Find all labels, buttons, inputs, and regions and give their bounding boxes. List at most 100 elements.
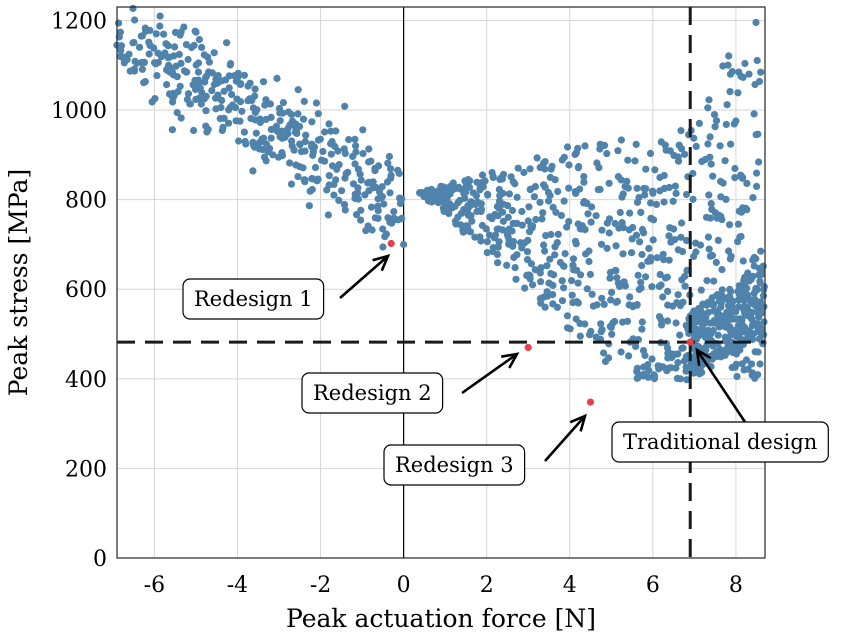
sample-point	[650, 216, 658, 224]
sample-point	[359, 150, 367, 158]
sample-point	[664, 301, 672, 309]
sample-point	[495, 185, 503, 194]
sample-point	[544, 292, 552, 300]
sample-point	[378, 183, 386, 191]
sample-point	[723, 101, 731, 109]
sample-point	[267, 134, 275, 142]
sample-point	[744, 365, 752, 373]
sample-point	[276, 133, 284, 141]
sample-point	[541, 183, 549, 191]
sample-point	[165, 90, 174, 98]
sample-point	[352, 142, 360, 150]
sample-point	[533, 154, 541, 162]
sample-point	[296, 140, 304, 148]
sample-point	[753, 56, 761, 65]
sample-point	[625, 352, 633, 360]
sample-point	[753, 169, 761, 177]
sample-point	[624, 184, 632, 192]
sample-point	[644, 257, 652, 265]
sample-point	[612, 298, 620, 306]
sample-point	[210, 49, 218, 57]
sample-point	[217, 103, 225, 112]
sample-point	[390, 216, 398, 224]
sample-point	[379, 225, 387, 233]
sample-point	[259, 134, 268, 142]
sample-point	[198, 43, 206, 52]
sample-point	[499, 217, 507, 225]
sample-point	[683, 376, 691, 384]
sample-point	[635, 193, 643, 202]
sample-point	[394, 166, 402, 174]
annotation-label: Redesign 3	[395, 453, 514, 477]
sample-point	[483, 238, 491, 246]
sample-point	[681, 150, 689, 158]
sample-point	[597, 320, 605, 328]
sample-point	[135, 43, 144, 51]
sample-point	[294, 110, 302, 118]
sample-point	[655, 282, 663, 290]
sample-point	[494, 242, 502, 250]
sample-point	[664, 317, 672, 325]
annotation: Redesign 2	[301, 352, 520, 414]
sample-point	[718, 266, 726, 274]
sample-point	[390, 208, 398, 216]
sample-point	[130, 65, 138, 73]
annotation-arrow	[695, 349, 747, 423]
sample-point	[240, 128, 248, 136]
sample-point	[385, 152, 393, 161]
sample-point	[553, 303, 562, 311]
sample-point	[328, 138, 336, 146]
sample-point	[236, 117, 244, 125]
sample-point	[246, 79, 254, 87]
sample-point	[313, 177, 321, 185]
sample-point	[430, 190, 438, 198]
sample-point	[741, 273, 749, 281]
sample-point	[682, 236, 691, 245]
sample-point	[723, 349, 731, 357]
sample-point	[301, 138, 309, 146]
sample-point	[197, 100, 205, 108]
sample-point	[659, 250, 667, 258]
annotation-label: Redesign 2	[313, 381, 432, 405]
sample-point	[727, 252, 735, 260]
sample-point	[357, 176, 365, 184]
sample-point	[333, 165, 341, 173]
sample-point	[566, 325, 574, 333]
sample-point	[605, 229, 613, 237]
sample-point	[607, 296, 615, 304]
sample-point	[540, 241, 548, 249]
sample-point	[645, 366, 653, 374]
sample-point	[733, 372, 741, 381]
sample-point	[546, 255, 554, 263]
highlight-point	[524, 343, 532, 352]
sample-point	[335, 196, 343, 204]
sample-point	[261, 101, 269, 109]
sample-point	[595, 164, 603, 172]
sample-point	[151, 59, 159, 67]
sample-point	[190, 126, 198, 135]
sample-point	[259, 78, 268, 86]
sample-point	[351, 160, 359, 168]
sample-point	[161, 49, 169, 57]
sample-point	[682, 190, 691, 199]
sample-point	[632, 231, 641, 239]
sample-point	[677, 233, 685, 241]
sample-point	[649, 187, 657, 195]
sample-point	[220, 87, 228, 95]
sample-point	[675, 141, 683, 149]
sample-point	[194, 68, 202, 76]
sample-point	[635, 285, 643, 294]
sample-point	[499, 208, 507, 216]
sample-point	[596, 145, 604, 153]
sample-point	[288, 110, 296, 119]
sample-point	[369, 184, 377, 192]
sample-point	[752, 18, 760, 27]
sample-point	[743, 179, 751, 187]
sample-point	[629, 223, 637, 232]
sample-point	[714, 331, 722, 339]
sample-point	[513, 251, 521, 259]
annotation-box	[182, 278, 325, 320]
sample-point	[537, 278, 545, 286]
sample-point	[521, 284, 529, 292]
sample-point	[637, 278, 645, 286]
